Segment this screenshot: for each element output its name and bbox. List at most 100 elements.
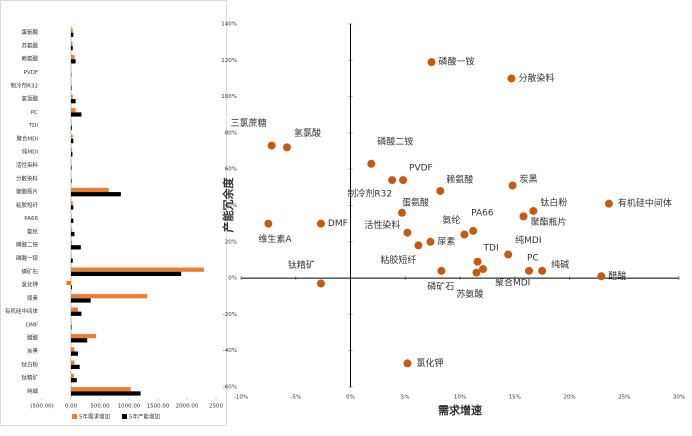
point xyxy=(478,265,487,274)
bar xyxy=(71,214,72,219)
category-label: 尿素 xyxy=(27,294,39,302)
point xyxy=(403,359,412,368)
category-label: PVDF xyxy=(24,70,38,76)
y-tick-label: 140% xyxy=(221,22,237,28)
point xyxy=(507,74,516,83)
point-label: 尿素 xyxy=(437,235,455,247)
category-label: 活性染料 xyxy=(16,161,39,169)
bar xyxy=(71,307,78,312)
category-label: 制冷剂R32 xyxy=(11,81,38,89)
bar xyxy=(71,285,72,290)
category-label: 氯化钾 xyxy=(21,281,38,289)
bar xyxy=(71,147,73,153)
category-label: 钛白粉 xyxy=(21,360,38,368)
category-label: 醋酸 xyxy=(27,334,39,342)
y-axis-label: 产能冗余度 xyxy=(221,177,235,233)
x-tick-label: 1500.00 xyxy=(147,404,170,410)
bar xyxy=(71,94,73,100)
bar xyxy=(71,32,74,37)
point-label: 氢氯酸 xyxy=(294,127,321,139)
point-label: 炭黑 xyxy=(520,174,538,185)
bar xyxy=(71,347,75,352)
category-label: 磷酸一铵 xyxy=(16,254,39,262)
category-label: 蛋氨酸 xyxy=(21,28,38,36)
point xyxy=(604,199,613,208)
bar xyxy=(71,245,81,250)
bar xyxy=(71,187,109,193)
bar xyxy=(71,85,72,91)
point xyxy=(316,219,325,228)
point-label: 蛋氨酸 xyxy=(402,196,429,208)
bar xyxy=(71,152,73,157)
point-label: 苏氨酸 xyxy=(456,288,483,300)
bar xyxy=(71,99,76,104)
point xyxy=(519,212,528,221)
point xyxy=(403,228,412,237)
x-tick-label: 0.00 xyxy=(65,404,78,410)
y-tick-label: 100% xyxy=(221,94,237,100)
point xyxy=(472,268,481,277)
bar xyxy=(71,227,73,232)
point xyxy=(397,208,406,217)
bar xyxy=(71,165,72,170)
category-label: 有机硅中间体 xyxy=(5,307,39,315)
bar xyxy=(66,280,71,286)
bar xyxy=(71,360,75,365)
bar xyxy=(71,45,73,51)
bar xyxy=(71,41,73,46)
point-label: PVDF xyxy=(409,164,433,174)
point-label: 纯MDI xyxy=(515,234,541,246)
bar xyxy=(71,192,121,197)
y-tick-label: 0% xyxy=(228,276,237,282)
y-tick-label: 80% xyxy=(225,130,237,136)
category-label: 苏氨酸 xyxy=(21,41,38,49)
x-tick-label: 30% xyxy=(673,395,685,401)
point-label: 粘胶短纤 xyxy=(380,254,416,266)
bar xyxy=(71,108,76,113)
category-label: 磷酸二铵 xyxy=(16,241,39,249)
point-label: 钛精矿 xyxy=(288,259,315,271)
point xyxy=(504,250,513,259)
category-label: 分散染料 xyxy=(16,174,39,182)
bar xyxy=(71,54,75,60)
point-label: 磷矿石 xyxy=(427,280,454,292)
x-tick-label: 0% xyxy=(346,395,355,401)
point-label: DMF xyxy=(328,219,348,229)
point xyxy=(460,230,469,239)
x-tick-label: 25% xyxy=(618,395,630,401)
point-label: 磷酸一铵 xyxy=(439,56,475,68)
y-tick-label: 60% xyxy=(225,167,237,173)
point-label: 活性染料 xyxy=(364,219,400,231)
y-tick-label: 120% xyxy=(221,58,237,64)
point xyxy=(437,266,446,275)
bar xyxy=(71,391,141,396)
bar xyxy=(71,59,76,64)
point xyxy=(282,143,291,152)
legend-label: 5年需求增加 xyxy=(79,413,110,421)
bar xyxy=(71,338,88,343)
bar xyxy=(71,298,91,303)
bar xyxy=(71,121,72,126)
point xyxy=(524,266,533,275)
category-label: 磷矿石 xyxy=(21,267,38,275)
bar xyxy=(71,387,131,392)
bar xyxy=(71,231,75,237)
bar xyxy=(71,254,72,259)
point xyxy=(529,206,538,215)
point-label: 分散染料 xyxy=(518,72,554,84)
category-label: TDI xyxy=(28,123,39,129)
x-tick-label: 2000.00 xyxy=(176,404,199,410)
x-tick-label: 5% xyxy=(401,395,410,401)
x-tick-label: -10% xyxy=(234,395,248,401)
point xyxy=(316,279,325,288)
x-tick-label: 10% xyxy=(454,395,466,401)
point xyxy=(538,266,547,275)
point xyxy=(427,58,436,67)
category-label: DMF xyxy=(26,322,38,328)
point-label: 三氯蔗糖 xyxy=(231,117,267,129)
point-label: 制冷剂R32 xyxy=(347,188,392,200)
point-label: 纯碱 xyxy=(551,258,569,270)
bar xyxy=(71,294,147,299)
x-tick-label: 500.00 xyxy=(90,404,110,410)
legend-swatch xyxy=(122,414,127,419)
